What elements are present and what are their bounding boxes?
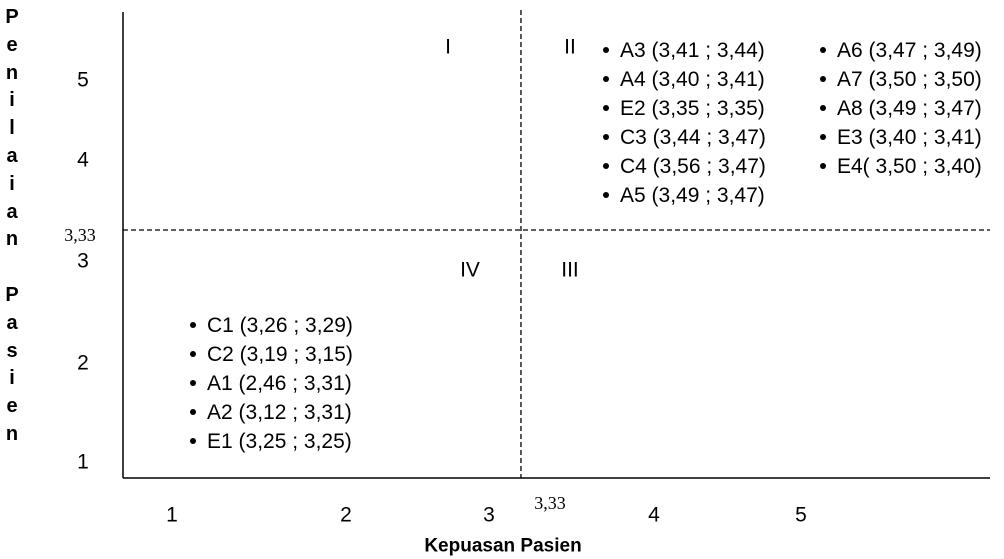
y-axis-title-letter: l (9, 117, 15, 140)
y-axis-title-letter: a (6, 144, 18, 167)
y-axis-title-letter: a (6, 200, 18, 223)
y-axis-title-letter: P (5, 283, 19, 306)
bullet-icon (190, 409, 196, 415)
bullet-icon (603, 76, 609, 82)
point-label: A5 (3,49 ; 3,47) (620, 183, 765, 207)
bullet-icon (190, 351, 196, 357)
y-axis-title-letter: i (9, 367, 15, 390)
point-label: A8 (3,49 ; 3,47) (837, 96, 982, 120)
x-tick-label-1: 1 (166, 503, 178, 527)
point-label: C2 (3,19 ; 3,15) (207, 342, 353, 366)
x-tick-label-4: 4 (648, 503, 660, 527)
list-item: C3 (3,44 ; 3,47) (603, 123, 766, 152)
list-item: C4 (3,56 ; 3,47) (603, 152, 766, 181)
point-label: A6 (3,47 ; 3,49) (837, 38, 982, 62)
y-tick-label-1: 1 (77, 450, 89, 474)
point-label: A7 (3,50 ; 3,50) (837, 67, 982, 91)
bullet-icon (820, 105, 826, 111)
x-axis-title: Kepuasan Pasien (424, 535, 582, 557)
list-item: E4( 3,50 ; 3,40) (820, 152, 982, 181)
bullet-icon (603, 47, 609, 53)
list-item: A6 (3,47 ; 3,49) (820, 36, 982, 65)
bullet-icon (603, 192, 609, 198)
quadrant-label-ii: II (564, 35, 576, 59)
point-label: E4( 3,50 ; 3,40) (837, 154, 982, 178)
bullet-icon (190, 322, 196, 328)
point-label: E2 (3,35 ; 3,35) (620, 96, 765, 120)
y-tick-label-3: 3 (77, 249, 89, 273)
y-axis-title-letter: s (6, 339, 18, 362)
y-tick-label-5: 5 (77, 68, 89, 92)
point-label: E1 (3,25 ; 3,25) (207, 429, 352, 453)
bullet-icon (820, 47, 826, 53)
quadrant-ii-list-right: A6 (3,47 ; 3,49) A7 (3,50 ; 3,50) A8 (3,… (820, 36, 982, 181)
list-item: E2 (3,35 ; 3,35) (603, 94, 766, 123)
point-label: C3 (3,44 ; 3,47) (620, 125, 766, 149)
y-axis-title-letter: e (6, 33, 18, 56)
y-cut-label: 3,33 (64, 225, 96, 245)
list-item: A3 (3,41 ; 3,44) (603, 36, 766, 65)
y-tick-label-2: 2 (77, 351, 89, 375)
y-axis-title-letter: i (9, 89, 15, 112)
x-tick-label-3: 3 (483, 503, 495, 527)
list-item: E3 (3,40 ; 3,41) (820, 123, 982, 152)
y-axis-title-letter: e (6, 395, 18, 418)
quadrant-ii-list-left: A3 (3,41 ; 3,44) A4 (3,40 ; 3,41) E2 (3,… (603, 36, 766, 210)
list-item: A1 (2,46 ; 3,31) (190, 369, 353, 398)
y-axis-title-letter: n (5, 61, 19, 84)
list-item: A2 (3,12 ; 3,31) (190, 398, 353, 427)
list-item: C1 (3,26 ; 3,29) (190, 311, 353, 340)
point-label: C4 (3,56 ; 3,47) (620, 154, 766, 178)
bullet-icon (603, 105, 609, 111)
quadrant-label-i: I (445, 35, 451, 59)
list-item: C2 (3,19 ; 3,15) (190, 340, 353, 369)
x-cut-label: 3,33 (534, 493, 566, 513)
y-tick-label-4: 4 (77, 148, 89, 172)
point-label: C1 (3,26 ; 3,29) (207, 313, 353, 337)
bullet-icon (820, 134, 826, 140)
y-axis-title-letter: n (5, 228, 19, 251)
list-item: A8 (3,49 ; 3,47) (820, 94, 982, 123)
point-label: A1 (2,46 ; 3,31) (207, 371, 352, 395)
y-axis-title-letter: i (9, 172, 15, 195)
quadrant-label-iii: III (561, 258, 579, 282)
list-item: A7 (3,50 ; 3,50) (820, 65, 982, 94)
bullet-icon (190, 438, 196, 444)
y-axis-title-letter: a (6, 311, 18, 334)
bullet-icon (820, 163, 826, 169)
bullet-icon (820, 76, 826, 82)
list-item: A4 (3,40 ; 3,41) (603, 65, 766, 94)
bullet-icon (603, 163, 609, 169)
y-axis-title-letter: P (5, 6, 19, 28)
list-item: A5 (3,49 ; 3,47) (603, 181, 766, 210)
point-label: E3 (3,40 ; 3,41) (837, 125, 982, 149)
y-axis-title-letter: n (5, 422, 19, 445)
x-tick-label-2: 2 (340, 503, 352, 527)
point-label: A2 (3,12 ; 3,31) (207, 400, 352, 424)
list-item: E1 (3,25 ; 3,25) (190, 427, 353, 456)
bullet-icon (190, 380, 196, 386)
point-label: A4 (3,40 ; 3,41) (620, 67, 765, 91)
point-label: A3 (3,41 ; 3,44) (620, 38, 765, 62)
x-tick-label-5: 5 (795, 503, 807, 527)
y-axis-title-space (2, 254, 22, 282)
quadrant-iv-list: C1 (3,26 ; 3,29) C2 (3,19 ; 3,15) A1 (2,… (190, 311, 353, 456)
bullet-icon (603, 134, 609, 140)
quadrant-label-iv: IV (460, 258, 480, 282)
